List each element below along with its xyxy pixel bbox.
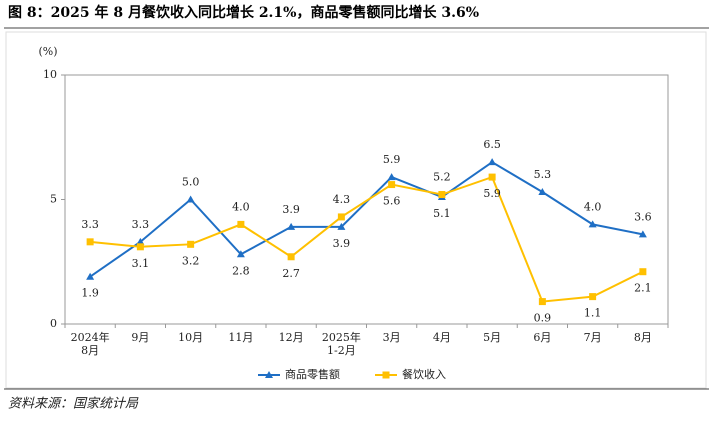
value-label: 5.6 [383,195,401,208]
y-tick-label: 0 [50,317,57,330]
point [136,237,145,245]
legend-label: 商品零售额 [285,367,340,381]
value-label: 3.2 [182,254,200,267]
point [538,188,547,196]
point [538,298,546,306]
point [136,243,144,251]
point [186,195,195,203]
x-tick-label: 12月 [279,331,304,344]
point [187,240,195,248]
point [86,272,95,280]
value-label: 3.9 [333,237,351,250]
value-label: 5.9 [483,187,501,200]
point [86,238,94,246]
point [237,220,245,228]
value-label: 2.1 [634,282,652,295]
point [488,158,497,166]
value-label: 1.1 [584,307,602,320]
point [337,213,345,221]
value-label: 5.2 [433,171,451,184]
value-label: 3.3 [81,218,99,231]
point [589,293,597,301]
point [382,371,390,379]
point [438,191,446,199]
point [287,253,295,261]
x-tick-label: 2025年 1-2月 [322,330,361,357]
value-label: 5.1 [433,207,451,220]
point [265,371,273,378]
y-tick-label: 5 [50,193,57,206]
value-label: 3.1 [132,257,150,270]
legend-label: 餐饮收入 [402,367,446,381]
series-line [89,160,644,278]
value-label: 2.8 [232,264,250,277]
point [337,222,346,230]
x-tick-label: 3月 [383,331,401,344]
x-tick-label: 11月 [228,331,253,344]
y-tick-label: 10 [43,68,57,81]
x-tick-label: 5月 [483,331,501,344]
y-unit: (%) [38,45,57,58]
value-label: 1.9 [81,287,99,300]
value-label: 5.9 [383,153,401,166]
plot-area [64,74,669,325]
chart-frame [5,31,707,389]
point [287,222,296,230]
value-label: 4.3 [333,193,351,206]
x-tick-label: 7月 [584,331,602,344]
source: 资料来源：国家统计局 [8,396,139,412]
x-tick-label: 2024年 8月 [71,330,110,357]
value-label: 6.5 [483,138,501,151]
point [639,268,647,276]
x-tick-label: 9月 [131,331,149,344]
series-line [90,175,644,303]
point [488,173,496,181]
x-tick-label: 10月 [178,331,203,344]
value-label: 3.3 [132,218,150,231]
point [388,181,396,189]
value-label: 0.9 [534,312,552,325]
x-tick-label: 8月 [634,331,652,344]
x-tick-label: 4月 [433,331,451,344]
value-label: 3.9 [282,203,300,216]
value-label: 4.0 [584,200,602,213]
point [387,173,396,181]
point [236,250,245,258]
point [638,230,647,238]
value-label: 5.0 [182,176,200,189]
value-label: 3.6 [634,210,652,223]
x-tick-label: 6月 [533,331,551,344]
value-label: 5.3 [534,168,552,181]
chart-title: 图 8：2025 年 8 月餐饮收入同比增长 2.1%，商品零售额同比增长 3.… [8,4,479,21]
value-label: 4.0 [232,200,250,213]
point [588,220,597,228]
value-label: 2.7 [282,267,300,280]
